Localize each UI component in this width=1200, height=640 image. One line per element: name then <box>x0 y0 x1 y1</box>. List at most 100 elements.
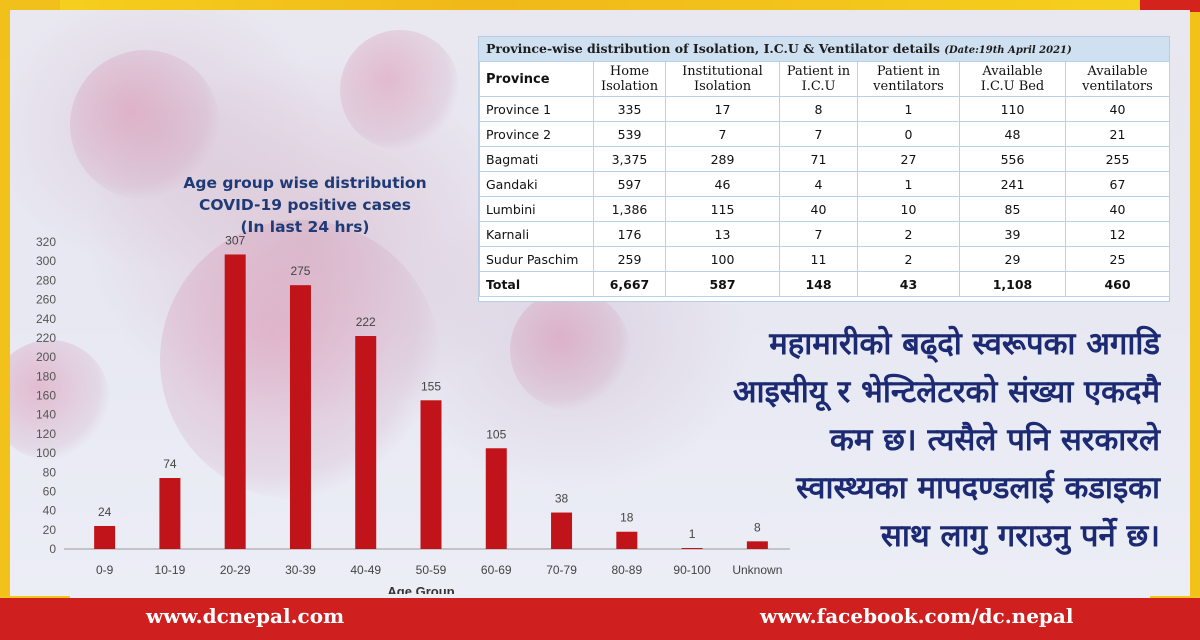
table-cell: 259 <box>593 246 666 272</box>
virus-illustration <box>10 340 110 460</box>
column-header: Available I.C.U Bed <box>959 61 1066 97</box>
x-tick-label: 60-69 <box>481 563 512 577</box>
table-cell: 40 <box>779 196 858 222</box>
table-cell: 48 <box>959 121 1066 147</box>
table-cell: Sudur Paschim <box>479 246 594 272</box>
y-tick-label: 200 <box>36 350 56 364</box>
table-caption-text: Province-wise distribution of Isolation,… <box>486 41 940 56</box>
table-cell: 40 <box>1065 96 1170 122</box>
bar-value-label: 24 <box>98 505 112 519</box>
y-axis: 0 20 40 60 80 100 120 140 160 180 200 220 240 260 280 3… <box>36 235 56 556</box>
table-cell: 4 <box>779 171 858 197</box>
table-row: Lumbini 1,386 115 40 10 85 40 <box>479 196 1170 222</box>
table-cell: 255 <box>1065 146 1170 172</box>
province-table-panel: Province-wise distribution of Isolation,… <box>478 36 1170 302</box>
top-frame-stripe <box>0 0 1200 12</box>
y-tick-label: 140 <box>36 408 56 422</box>
table-cell: 110 <box>959 96 1066 122</box>
y-tick-label: 60 <box>43 484 57 498</box>
table-row: Karnali 176 13 7 2 39 12 <box>479 221 1170 247</box>
x-tick-label: 80-89 <box>611 563 642 577</box>
table-cell: 17 <box>665 96 780 122</box>
table-cell: 1 <box>857 96 960 122</box>
y-tick-label: 40 <box>43 504 57 518</box>
table-cell: 597 <box>593 171 666 197</box>
bars <box>94 254 768 550</box>
table-row: Gandaki 597 46 4 1 241 67 <box>479 171 1170 197</box>
table-cell: 11 <box>779 246 858 272</box>
table-cell: 289 <box>665 146 780 172</box>
nepali-text-line: स्वास्थ्यका मापदण्डलाई कडाइका <box>796 470 1160 506</box>
nepali-text-line: महामारीको बढ्दो स्वरूपका अगाडि <box>769 326 1160 362</box>
province-table: Province Home Isolation Institutional Isolat… <box>479 61 1170 297</box>
table-cell: 10 <box>857 196 960 222</box>
y-tick-label: 260 <box>36 293 56 307</box>
table-cell: Karnali <box>479 221 594 247</box>
bar-value-label: 105 <box>486 427 506 441</box>
y-tick-label: 280 <box>36 273 56 287</box>
table-row: Sudur Paschim 259 100 11 2 29 25 <box>479 246 1170 272</box>
chart-title-block: Age group wise distribution COVID-19 pos… <box>150 172 460 238</box>
bar-value-label: 307 <box>225 233 245 247</box>
column-header: Home Isolation <box>593 61 666 97</box>
bar-70-79 <box>551 512 573 549</box>
virus-illustration <box>340 30 460 150</box>
column-header: Province <box>479 61 594 97</box>
column-header: Institutional Isolation <box>665 61 780 97</box>
table-cell: 100 <box>665 246 780 272</box>
y-tick-label: 220 <box>36 331 56 345</box>
y-tick-label: 80 <box>43 465 57 479</box>
top-right-corner-decoration <box>1140 0 1200 12</box>
x-axis-title: Age Group <box>387 584 454 594</box>
virus-illustration <box>70 50 220 200</box>
table-cell: 1 <box>857 171 960 197</box>
nepali-statement: महामारीको बढ्दो स्वरूपका अगाडि आइसीयू र भ… <box>600 320 1160 560</box>
column-header: Patient in ventilators <box>857 61 960 97</box>
table-cell: 39 <box>959 221 1066 247</box>
table-cell: 1,386 <box>593 196 666 222</box>
y-tick-label: 100 <box>36 446 56 460</box>
table-cell: 43 <box>857 271 960 297</box>
x-tick-label: 30-39 <box>285 563 316 577</box>
virus-illustration <box>510 290 630 410</box>
table-row: Province 1 335 17 8 1 110 40 <box>479 96 1170 122</box>
table-cell: 335 <box>593 96 666 122</box>
table-cell: 21 <box>1065 121 1170 147</box>
column-header: Available ventilators <box>1065 61 1170 97</box>
x-tick-label: 0-9 <box>96 563 114 577</box>
table-cell: 40 <box>1065 196 1170 222</box>
table-cell: 115 <box>665 196 780 222</box>
table-cell: 148 <box>779 271 858 297</box>
table-header-row: Province Home Isolation Institutional Isolat… <box>479 61 1170 97</box>
table-body: Province 1 335 17 8 1 110 40 Province 2 539 7 7 0 48… <box>479 96 1170 297</box>
table-cell: 241 <box>959 171 1066 197</box>
table-cell: 46 <box>665 171 780 197</box>
table-cell: Total <box>479 271 594 297</box>
bar-50-59 <box>420 400 442 549</box>
website-link[interactable]: www.dcnepal.com <box>146 604 345 628</box>
table-cell: 85 <box>959 196 1066 222</box>
bar-90-100 <box>681 548 703 549</box>
table-cell: 2 <box>857 246 960 272</box>
table-cell: 176 <box>593 221 666 247</box>
x-tick-label: 10-19 <box>155 563 186 577</box>
table-cell: 0 <box>857 121 960 147</box>
bar-value-label: 222 <box>356 315 376 329</box>
column-header: Patient in I.C.U <box>779 61 858 97</box>
bar-value-label: 155 <box>421 379 441 393</box>
table-cell: 7 <box>779 221 858 247</box>
bar-value-label: 18 <box>620 511 634 525</box>
table-cell: 71 <box>779 146 858 172</box>
table-cell: Province 2 <box>479 121 594 147</box>
x-tick-label: 90-100 <box>673 563 711 577</box>
table-cell: 587 <box>665 271 780 297</box>
facebook-link[interactable]: www.facebook.com/dc.nepal <box>760 604 1074 628</box>
y-tick-label: 160 <box>36 389 56 403</box>
table-cell: Province 1 <box>479 96 594 122</box>
bar-value-label: 275 <box>290 264 310 278</box>
chart-subtitle: (In last 24 hrs) <box>240 218 370 236</box>
x-tick-label: 50-59 <box>416 563 447 577</box>
table-cell: 7 <box>665 121 780 147</box>
bar-value-label: 38 <box>555 492 569 506</box>
table-cell: 1,108 <box>959 271 1066 297</box>
